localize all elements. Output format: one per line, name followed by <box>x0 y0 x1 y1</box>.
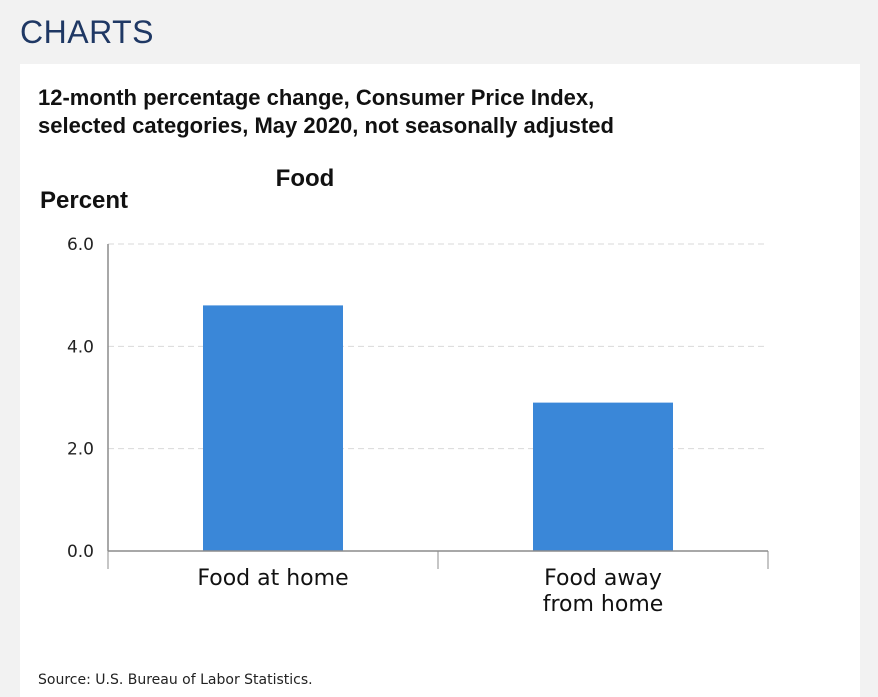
y-tick-label: 6.0 <box>67 235 94 255</box>
chart-title-line-2: selected categories, May 2020, not seaso… <box>38 113 614 138</box>
bar-chart: 0.0 2.0 4.0 6.0 Food at home Food away from ho… <box>40 165 769 617</box>
bars <box>203 305 673 551</box>
bar <box>203 305 343 551</box>
labels: 0.0 2.0 4.0 6.0 Food at home Food away from ho… <box>40 165 663 617</box>
chart-title-line-1: 12-month percentage change, Consumer Pri… <box>38 85 595 110</box>
y-axis-label: Percent <box>40 187 128 214</box>
x-category-label: Food at home <box>197 566 348 591</box>
source-note: Source: U.S. Bureau of Labor Statistics. <box>38 672 313 688</box>
y-tick-label: 2.0 <box>67 440 94 460</box>
axes <box>107 244 769 569</box>
chart-card: 12-month percentage change, Consumer Pri… <box>20 64 860 697</box>
chart-subtitle: Food <box>276 165 335 192</box>
section-heading: CHARTS <box>20 14 154 50</box>
y-tick-label: 0.0 <box>67 542 94 562</box>
y-tick-label: 4.0 <box>67 337 94 357</box>
bar <box>533 402 673 551</box>
chart-title: 12-month percentage change, Consumer Pri… <box>38 84 614 140</box>
x-category-label: Food away from home <box>543 566 664 617</box>
